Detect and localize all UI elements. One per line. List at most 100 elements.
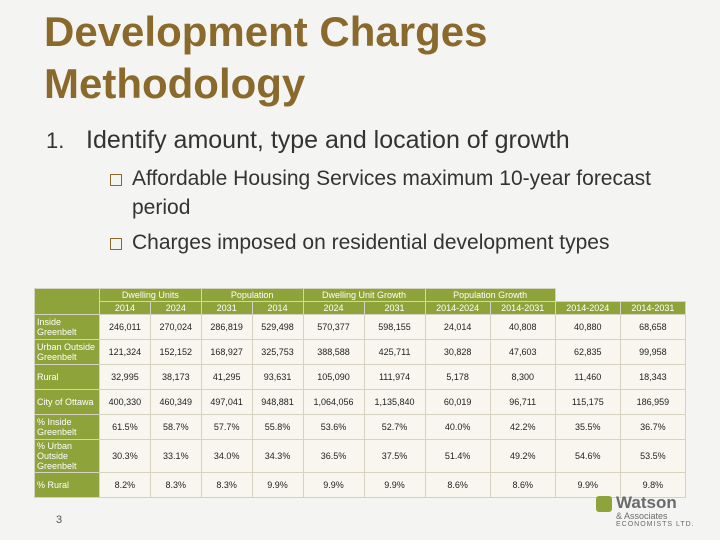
page-number: 3 bbox=[56, 514, 63, 526]
table-cell: 115,175 bbox=[554, 389, 621, 415]
table-body: Inside Greenbelt 246,011 270,024 286,819 529… bbox=[34, 314, 687, 498]
row-label: Rural bbox=[34, 364, 100, 390]
table-row: % Urban Outside Greenbelt 30.3% 33.1% 34.0%… bbox=[34, 439, 687, 473]
table-cell: 111,974 bbox=[363, 364, 426, 390]
table-row: % Inside Greenbelt 61.5% 58.7% 57.7% 55.8% 53… bbox=[34, 414, 687, 440]
table-row: Rural 32,995 38,173 41,295 93,631 105,090 111,… bbox=[34, 364, 687, 390]
logo-name: Watson bbox=[616, 493, 677, 512]
table-cell: 42.2% bbox=[489, 414, 556, 440]
table-row: Urban Outside Greenbelt 121,324 152,152 168… bbox=[34, 339, 687, 365]
logo: Watson & Associates ECONOMISTS LTD. bbox=[616, 494, 695, 528]
group-header: Dwelling Unit Growth bbox=[302, 288, 426, 302]
table-cell: 598,155 bbox=[363, 314, 426, 340]
logo-tag: ECONOMISTS LTD. bbox=[616, 521, 695, 528]
row-label: % Urban Outside Greenbelt bbox=[34, 439, 100, 473]
table-cell: 497,041 bbox=[200, 389, 253, 415]
table-cell: 8.2% bbox=[99, 472, 151, 498]
table-cell: 529,498 bbox=[251, 314, 304, 340]
table-cell: 58.7% bbox=[149, 414, 202, 440]
logo-sub: & Associates bbox=[616, 511, 668, 521]
table-cell: 9.9% bbox=[302, 472, 365, 498]
table-cell: 36.5% bbox=[302, 439, 365, 473]
group-header: Population Growth bbox=[424, 288, 556, 302]
column-header: 2031 bbox=[363, 301, 426, 315]
table-cell: 34.0% bbox=[200, 439, 253, 473]
table-cell: 47,603 bbox=[489, 339, 556, 365]
bullet-list: Affordable Housing Services maximum 10-y… bbox=[108, 164, 668, 263]
table-cell: 61.5% bbox=[99, 414, 151, 440]
table-row: Inside Greenbelt 246,011 270,024 286,819 529… bbox=[34, 314, 687, 340]
table-cell: 9.8% bbox=[619, 472, 687, 498]
row-label: Urban Outside Greenbelt bbox=[34, 339, 100, 365]
table-cell: 38,173 bbox=[149, 364, 202, 390]
table-cell: 8.6% bbox=[489, 472, 556, 498]
table-cell: 37.5% bbox=[363, 439, 426, 473]
table-cell: 53.6% bbox=[302, 414, 365, 440]
table-cell: 270,024 bbox=[149, 314, 202, 340]
table-cell: 40.0% bbox=[424, 414, 491, 440]
table-cell: 9.9% bbox=[554, 472, 621, 498]
table-cell: 152,152 bbox=[149, 339, 202, 365]
table-cell: 8.3% bbox=[149, 472, 202, 498]
column-header: 2014 bbox=[251, 301, 304, 315]
column-header: 2024 bbox=[302, 301, 365, 315]
table-cell: 1,135,840 bbox=[363, 389, 426, 415]
table-cell: 460,349 bbox=[149, 389, 202, 415]
table-cell: 51.4% bbox=[424, 439, 491, 473]
column-header: 2024 bbox=[149, 301, 202, 315]
bullet: Affordable Housing Services maximum 10-y… bbox=[108, 164, 668, 222]
group-header-row: Dwelling Units Population Dwelling Unit Gr… bbox=[34, 288, 686, 315]
column-header: 2014-2024 bbox=[424, 301, 491, 315]
table-cell: 24,014 bbox=[424, 314, 491, 340]
table-row: % Rural 8.2% 8.3% 8.3% 9.9% 9.9% 9.9% 8.6% 8.6% 9… bbox=[34, 472, 687, 498]
item-text: Identify amount, type and location of gr… bbox=[86, 126, 570, 154]
table-cell: 33.1% bbox=[149, 439, 202, 473]
group-header: Dwelling Units bbox=[99, 288, 202, 302]
table-cell: 8.6% bbox=[424, 472, 491, 498]
table-cell: 8.3% bbox=[200, 472, 253, 498]
table-cell: 9.9% bbox=[363, 472, 426, 498]
table-cell: 286,819 bbox=[200, 314, 253, 340]
column-header: 2014 bbox=[99, 301, 151, 315]
table-cell: 18,343 bbox=[619, 364, 687, 390]
table-cell: 35.5% bbox=[554, 414, 621, 440]
row-label: % Inside Greenbelt bbox=[34, 414, 100, 440]
table-cell: 93,631 bbox=[251, 364, 304, 390]
column-header-row: 2014 2024 2031 2014 2024 2031 2014-2024 2014-20… bbox=[35, 301, 687, 315]
logo-mark bbox=[596, 496, 612, 512]
table-cell: 11,460 bbox=[554, 364, 621, 390]
table-cell: 40,880 bbox=[554, 314, 621, 340]
table-cell: 1,064,056 bbox=[302, 389, 365, 415]
table-cell: 388,588 bbox=[302, 339, 365, 365]
table-cell: 105,090 bbox=[302, 364, 365, 390]
table-cell: 570,377 bbox=[302, 314, 365, 340]
table-cell: 68,658 bbox=[619, 314, 687, 340]
table-cell: 168,927 bbox=[200, 339, 253, 365]
item-number: 1. bbox=[46, 128, 65, 153]
table-cell: 62,835 bbox=[554, 339, 621, 365]
table-cell: 57.7% bbox=[200, 414, 253, 440]
table-cell: 948,881 bbox=[251, 389, 304, 415]
column-header: 2014-2024 bbox=[554, 301, 621, 315]
table-cell: 49.2% bbox=[489, 439, 556, 473]
table-cell: 96,711 bbox=[489, 389, 556, 415]
table-cell: 121,324 bbox=[99, 339, 151, 365]
table-cell: 36.7% bbox=[619, 414, 687, 440]
bullet: Charges imposed on residential developme… bbox=[108, 228, 668, 257]
growth-table: Dwelling Units Population Dwelling Unit Gr… bbox=[34, 288, 687, 498]
row-label: % Rural bbox=[34, 472, 100, 498]
table-cell: 8,300 bbox=[489, 364, 556, 390]
table-cell: 9.9% bbox=[251, 472, 304, 498]
row-label: City of Ottawa bbox=[34, 389, 100, 415]
table-cell: 60,019 bbox=[424, 389, 491, 415]
table-row: City of Ottawa 400,330 460,349 497,041 948,8… bbox=[34, 389, 687, 415]
table-cell: 30.3% bbox=[99, 439, 151, 473]
table-cell: 325,753 bbox=[251, 339, 304, 365]
table-cell: 53.5% bbox=[619, 439, 687, 473]
column-header: 2014-2031 bbox=[619, 301, 687, 315]
table-cell: 32,995 bbox=[99, 364, 151, 390]
row-label: Inside Greenbelt bbox=[34, 314, 100, 340]
table-cell: 40,808 bbox=[489, 314, 556, 340]
column-header: 2014-2031 bbox=[489, 301, 556, 315]
